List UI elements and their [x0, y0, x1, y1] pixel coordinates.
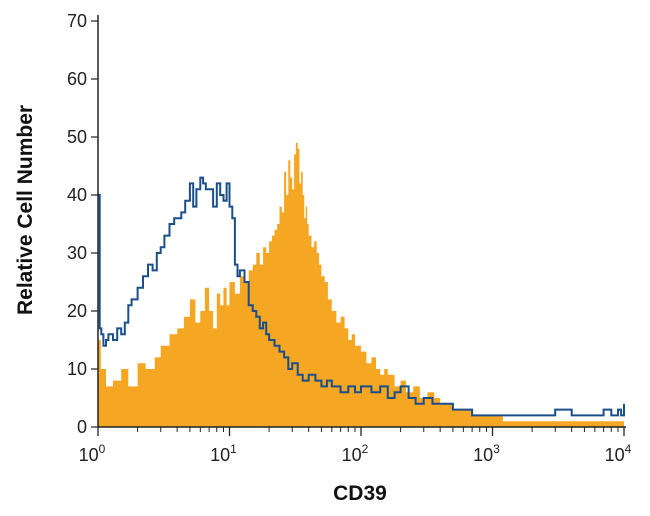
- y-tick-label: 50: [67, 127, 87, 147]
- y-axis-title: Relative Cell Number: [14, 105, 37, 315]
- axes: [97, 15, 626, 428]
- y-axis-ticks: 0 10 20 30 40 50 60 70: [67, 11, 98, 437]
- y-tick-label: 70: [67, 11, 87, 31]
- x-tick-label: 102: [342, 442, 369, 465]
- y-tick-label: 40: [67, 185, 87, 205]
- outline-histogram-line: [98, 176, 625, 417]
- y-tick-label: 20: [67, 301, 87, 321]
- y-tick-label: 10: [67, 359, 87, 379]
- x-tick-label: 100: [79, 442, 106, 465]
- filled-histogram-series: [98, 142, 624, 428]
- outline-histogram-series: [98, 176, 625, 417]
- y-tick-label: 30: [67, 243, 87, 263]
- x-tick-label: 101: [210, 442, 237, 465]
- filled-histogram-area: [98, 142, 624, 428]
- x-axis-ticks: 100 101 102 103 104: [79, 427, 632, 465]
- x-axis-title: CD39: [333, 482, 387, 505]
- y-tick-label: 0: [77, 417, 87, 437]
- y-tick-label: 60: [67, 69, 87, 89]
- x-tick-label: 103: [473, 442, 500, 465]
- x-tick-label: 104: [605, 442, 632, 465]
